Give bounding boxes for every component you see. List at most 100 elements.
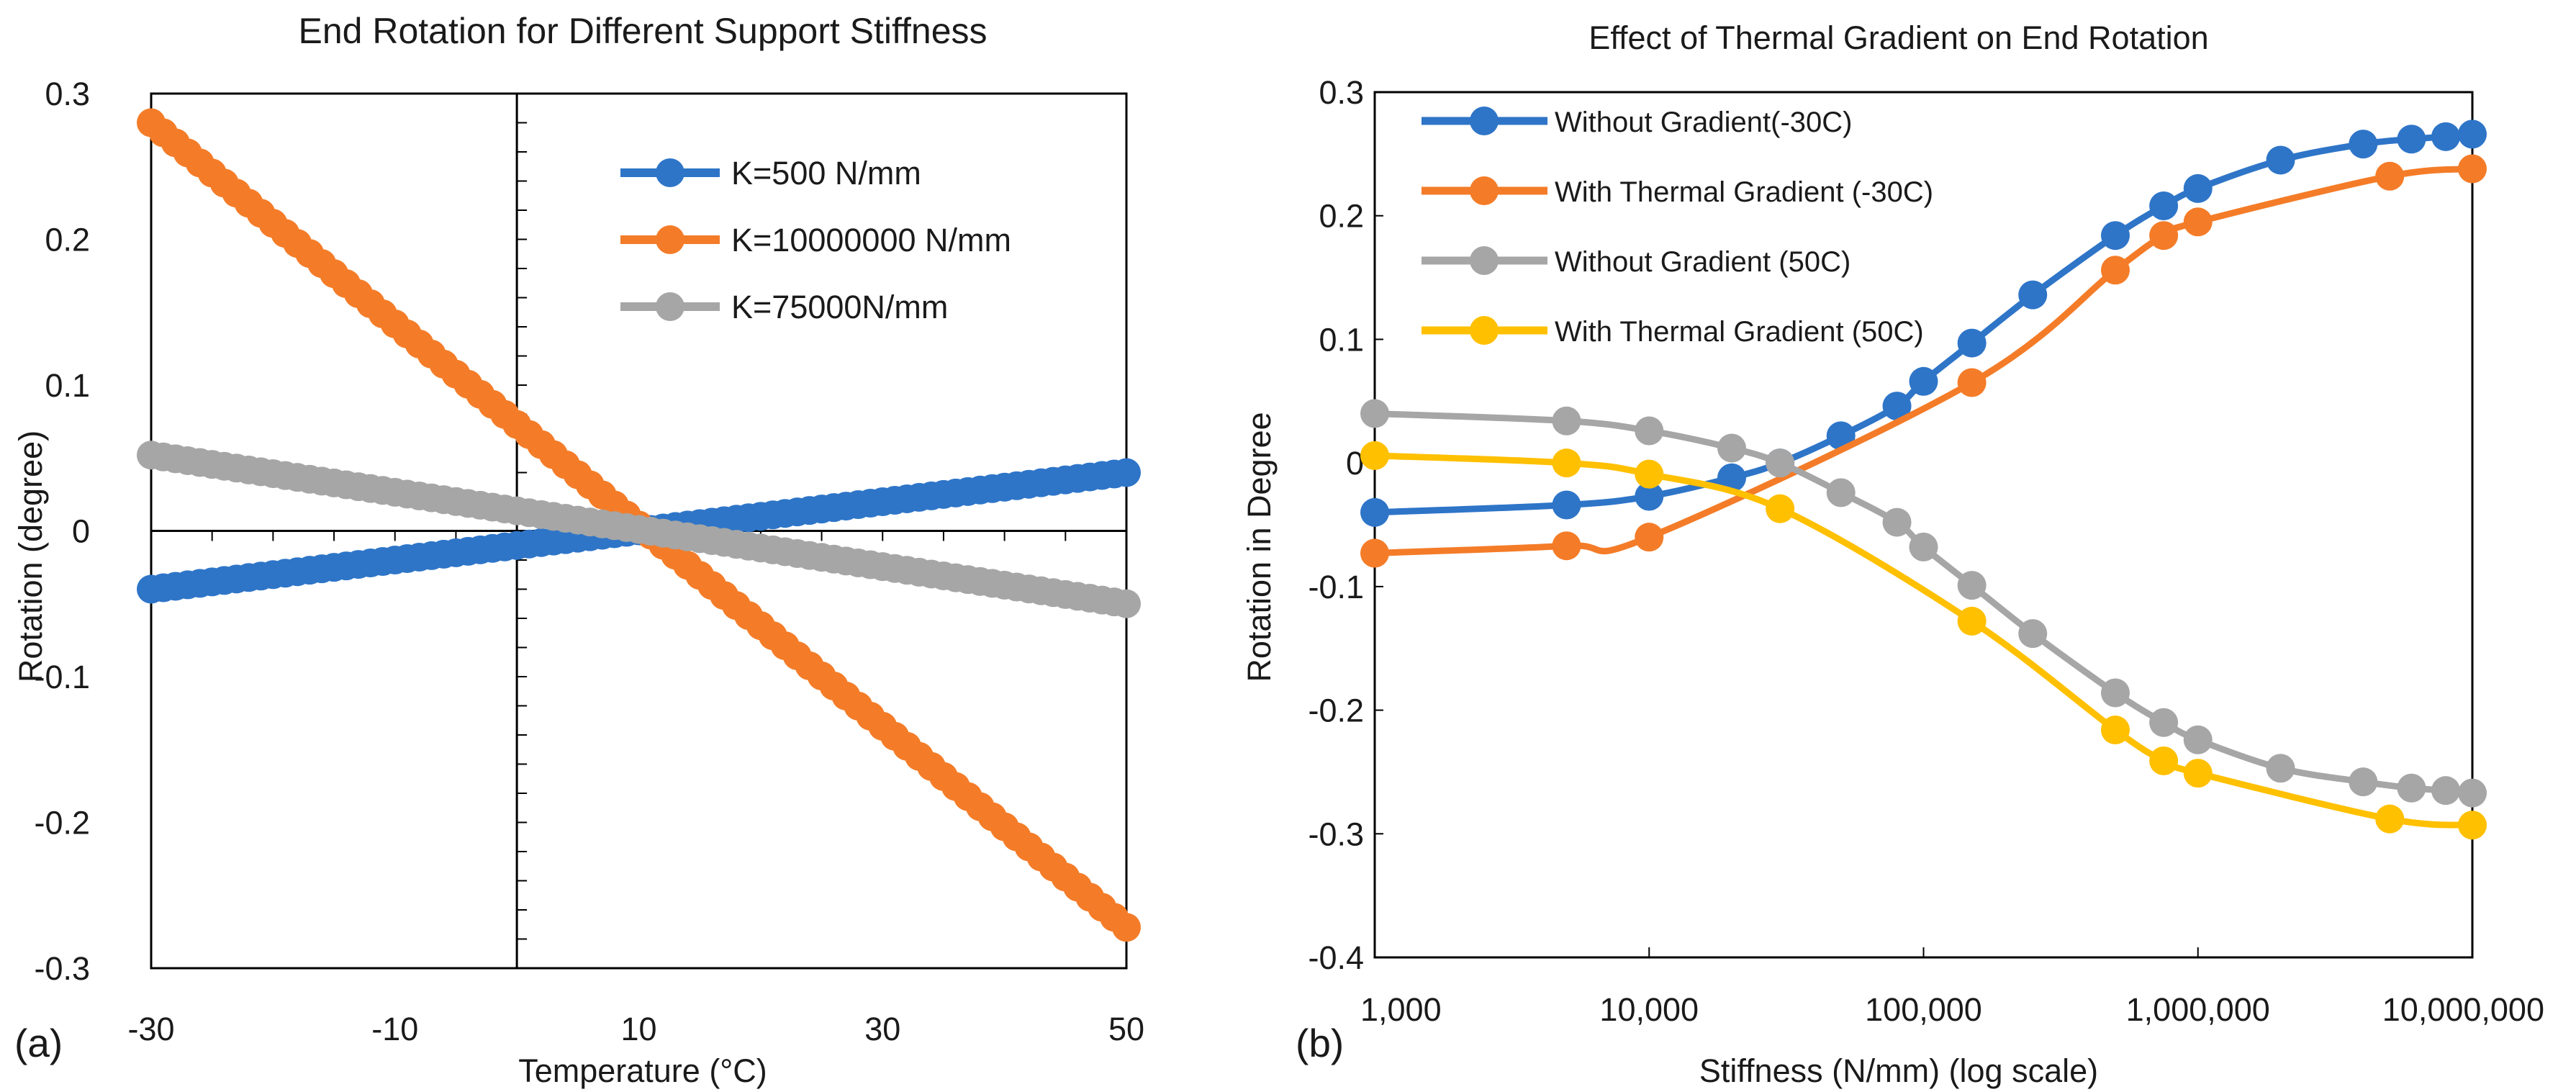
chart-a-xlabel: Temperature (°C) <box>518 1052 767 1089</box>
series-1-point <box>1957 368 1987 397</box>
chart-a-x-tick-label: 30 <box>864 1011 900 1047</box>
chart-b-ylabel: Rotation in Degree <box>1241 412 1278 682</box>
chart-a-y-tick-label: 0.1 <box>45 367 90 404</box>
chart-b-y-tick-label: 0.2 <box>1319 198 1364 235</box>
chart-a-legend: K=500 N/mm K=10000000 N/mm K=75000N/mm <box>620 155 1011 325</box>
chart-b-y-tick-label: -0.4 <box>1308 939 1364 976</box>
chart-b: Effect of Thermal Gradient on End Rotati… <box>1241 19 2544 1089</box>
series-1-point <box>1635 523 1664 552</box>
series-2-point <box>2349 767 2378 797</box>
series-0-point <box>2458 119 2487 149</box>
chart-a-x-tick-label: -10 <box>371 1011 418 1047</box>
series-1 <box>1360 154 2487 568</box>
chart-b-plot: 1,000 10,000 100,000 1,000,000 10,000,000 -0.… <box>1308 74 2544 1028</box>
legend-a-label: K=500 N/mm <box>731 155 921 191</box>
series-3-point <box>2375 804 2405 834</box>
series-0-point <box>2183 173 2213 203</box>
series-2-point <box>1957 571 1987 600</box>
series-2-point <box>2149 708 2179 737</box>
legend-a-swatch-marker <box>656 292 684 321</box>
series-0-point <box>1635 482 1664 511</box>
series-1-point <box>2183 207 2213 237</box>
series-1-point <box>2458 154 2487 184</box>
series-2-point <box>1112 589 1141 618</box>
series-3-point <box>1957 606 1987 636</box>
series-0-point <box>1552 490 1581 520</box>
series-3-point <box>1766 494 1795 523</box>
legend-b-swatch-marker <box>1470 246 1499 275</box>
panel-b-label: (b) <box>1296 1021 1344 1065</box>
series-3 <box>1360 441 2487 840</box>
series-0 <box>137 458 1141 604</box>
legend-b-label: Without Gradient (50C) <box>1555 246 1850 278</box>
series-0 <box>1360 119 2487 527</box>
series-0-point <box>2397 125 2426 154</box>
chart-a-y-tick-label: -0.2 <box>34 805 90 841</box>
chart-b-xlabel: Stiffness (N/mm) (log scale) <box>1699 1052 2098 1089</box>
series-0-point <box>1909 366 1938 396</box>
chart-b-x-tick-label: 1,000,000 <box>2126 991 2270 1028</box>
series-3-point <box>2183 759 2213 788</box>
chart-a-ylabel: Rotation (degree) <box>12 430 49 682</box>
chart-b-y-tick-label: 0.1 <box>1319 321 1364 358</box>
chart-a-y-tick-label: -0.1 <box>34 659 90 695</box>
series-2 <box>137 441 1141 618</box>
legend-a-label: K=75000N/mm <box>731 289 948 325</box>
series-2 <box>1360 399 2487 808</box>
chart-b-x-tick-label: 10,000,000 <box>2382 991 2544 1028</box>
series-2-point <box>1635 416 1664 446</box>
chart-b-title: Effect of Thermal Gradient on End Rotati… <box>1588 19 2208 56</box>
series-0-point <box>2349 130 2378 159</box>
series-3-point <box>1552 448 1581 478</box>
series-0-point <box>2431 122 2461 151</box>
series-0-point <box>1360 497 1389 527</box>
series-2-point <box>2397 773 2426 803</box>
series-1-point <box>2100 256 2130 285</box>
series-0-point <box>1717 463 1747 492</box>
series-0-point <box>2266 145 2295 175</box>
series-0-point <box>2149 191 2179 220</box>
series-1-point <box>2375 161 2405 191</box>
series-0-point <box>2018 280 2048 310</box>
chart-b-x-tick-label: 100,000 <box>1865 991 1982 1028</box>
series-3-line <box>1374 452 2473 829</box>
series-3-point <box>2100 716 2130 745</box>
series-0-point <box>2100 221 2130 251</box>
series-0-point <box>1957 328 1987 358</box>
chart-a-y-tick-label: -0.3 <box>34 950 90 987</box>
series-2-point <box>1552 406 1581 436</box>
series-2-point <box>2458 778 2487 808</box>
series-3-point <box>1360 441 1389 470</box>
panel-a-label: (a) <box>14 1021 63 1065</box>
series-0-point <box>1112 458 1141 487</box>
series-2-point <box>1882 507 1912 537</box>
series-2-point <box>2100 678 2130 708</box>
chart-b-y-tick-label: -0.2 <box>1308 692 1364 729</box>
chart-b-y-tick-label: 0 <box>1346 445 1364 482</box>
legend-a-swatch-marker <box>656 225 684 254</box>
series-2-point <box>1826 478 1856 507</box>
chart-b-x-tick-label: 10,000 <box>1599 991 1699 1028</box>
chart-a-y-tick-label: 0.2 <box>45 222 90 258</box>
series-2-point <box>1766 448 1795 478</box>
series-2-point <box>1717 433 1747 463</box>
legend-b-label: Without Gradient(-30C) <box>1555 107 1852 138</box>
legend-b-swatch-marker <box>1470 107 1499 135</box>
chart-a: End Rotation for Different Support Stiff… <box>12 11 1144 1089</box>
chart-b-x-tick-label: 1,000 <box>1360 991 1442 1028</box>
series-3-point <box>1635 459 1664 489</box>
series-1-point <box>1112 913 1141 942</box>
chart-b-legend: Without Gradient(-30C) With Thermal Gradi… <box>1422 107 1933 348</box>
series-2-point <box>2018 619 2048 649</box>
chart-b-y-tick-label: -0.3 <box>1308 816 1364 852</box>
chart-a-plot: -30 -10 10 30 50 -0.3 -0.2 -0.1 0 0.1 0.2 0.3 <box>34 76 1144 1047</box>
chart-a-y-tick-label: 0 <box>72 513 90 550</box>
series-1-point <box>2149 221 2179 251</box>
legend-b-label: With Thermal Gradient (-30C) <box>1555 176 1933 208</box>
chart-b-y-tick-label: -0.1 <box>1308 569 1364 605</box>
legend-b-swatch-marker <box>1470 316 1499 345</box>
series-0-point <box>1882 392 1912 421</box>
series-2-point <box>2183 725 2213 754</box>
series-2-point <box>1909 532 1938 561</box>
